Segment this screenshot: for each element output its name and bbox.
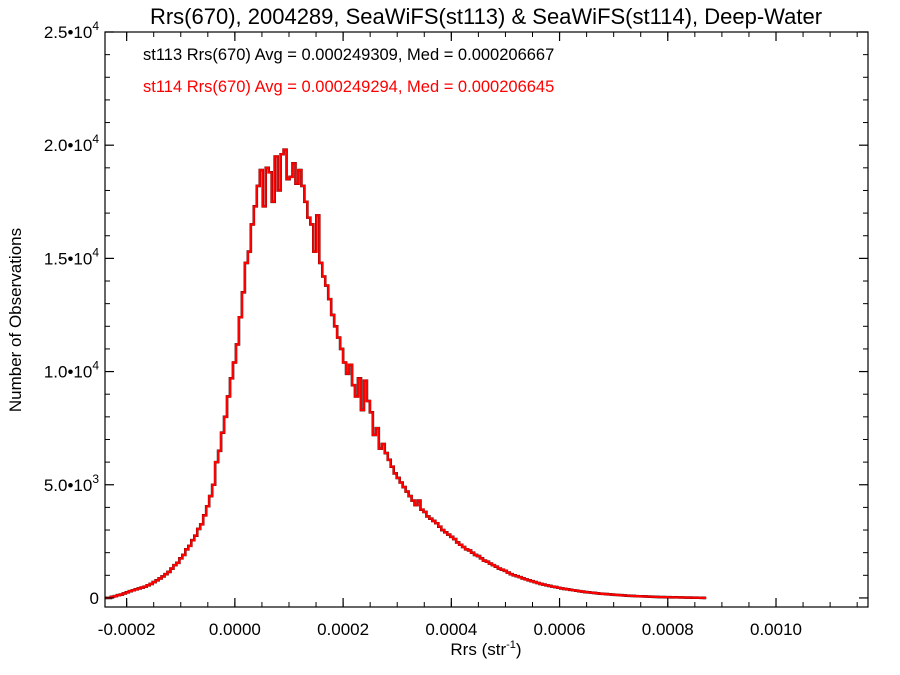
x-axis-label-sup: -1 xyxy=(506,639,516,651)
y-axis-label: Number of Observations xyxy=(6,228,25,412)
series-line-st113 xyxy=(105,148,707,600)
series-layer xyxy=(105,148,707,600)
y-tick-label: 0 xyxy=(90,589,99,608)
x-axis: -0.0002 0.0000 0.0002 0.0004 0.0006 0.0008 0.0… xyxy=(98,32,858,639)
plot-frame xyxy=(104,31,869,608)
stat-annotation-st114: st114 Rrs(670) Avg = 0.000249294, Med = … xyxy=(143,78,554,96)
chart-title: Rrs(670), 2004289, SeaWiFS(st113) & SeaW… xyxy=(150,4,822,29)
x-tick-label: 0.0010 xyxy=(750,620,802,639)
y-tick-label: 2.0•104 xyxy=(44,132,100,155)
y-tick-label: 1.5•104 xyxy=(44,245,100,268)
x-tick-label: 0.0008 xyxy=(642,620,694,639)
y-tick-label: 1.0•104 xyxy=(44,359,100,382)
x-axis-label-close: ) xyxy=(516,640,522,659)
y-tick-label: 5.0•103 xyxy=(44,472,100,495)
stat-annotation-st113: st113 Rrs(670) Avg = 0.000249309, Med = … xyxy=(143,46,554,64)
x-axis-label-main: Rrs (str xyxy=(450,640,506,659)
x-tick-label: 0.0006 xyxy=(534,620,586,639)
y-tick-label: 2.5•104 xyxy=(44,19,100,42)
x-tick-label: 0.0002 xyxy=(317,620,369,639)
x-axis-label: Rrs (str-1) xyxy=(450,639,521,659)
y-axis: 0 5.0•103 1.0•104 1.5•104 2.0•104 2.5•104 xyxy=(44,19,868,608)
x-tick-label: 0.0004 xyxy=(425,620,477,639)
x-tick-label: -0.0002 xyxy=(98,620,156,639)
x-tick-label: 0.0000 xyxy=(209,620,261,639)
series-line-st114 xyxy=(105,148,707,600)
